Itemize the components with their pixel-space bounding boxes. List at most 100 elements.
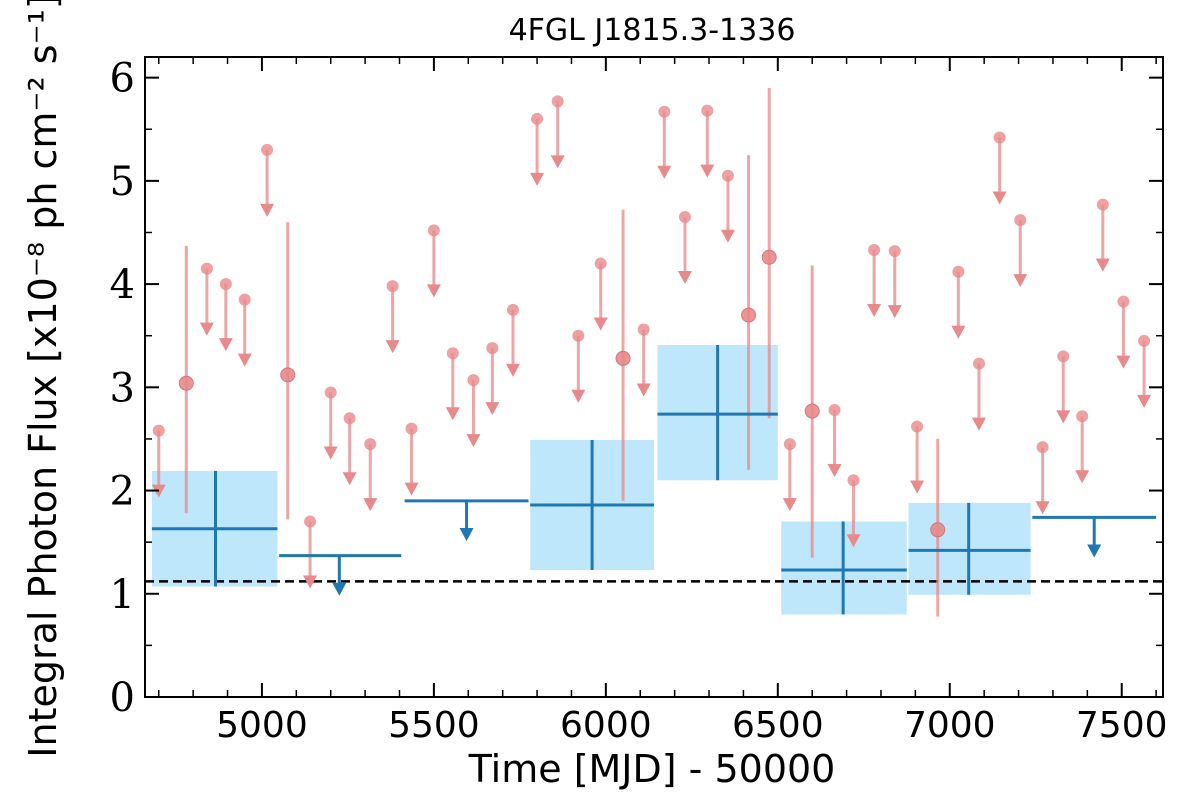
short-bin-upper-limit-point <box>911 420 924 433</box>
long-bin-upper-limit-arrow <box>332 582 347 596</box>
short-bin-upper-limit-arrow <box>426 284 441 298</box>
short-bin-detection-point <box>761 249 777 265</box>
short-bin-upper-limit-arrow <box>199 322 214 336</box>
short-bin-upper-limit-point <box>1117 295 1130 308</box>
short-bin-upper-limit-arrow <box>910 480 925 494</box>
short-bin-upper-limit-point <box>238 293 251 306</box>
short-bin-upper-limit-arrow <box>342 472 357 486</box>
short-bin-upper-limit-point <box>868 244 881 257</box>
short-bin-upper-limit-arrow <box>827 464 842 478</box>
short-bin-upper-limit-point <box>152 424 165 437</box>
short-bin-upper-limit-point <box>427 224 440 237</box>
short-bin-detection-point <box>615 350 631 366</box>
short-bin-detection-point <box>178 375 194 391</box>
short-bin-upper-limit-arrow <box>1137 394 1152 408</box>
short-bin-detection-point <box>280 367 296 383</box>
short-bin-upper-limit-point <box>952 265 965 278</box>
short-bin-upper-limit-arrow <box>1095 258 1110 272</box>
short-bin-upper-limit-arrow <box>636 383 651 397</box>
short-bin-upper-limit-point <box>446 347 459 360</box>
y-tick-label: 4 <box>110 262 135 308</box>
x-tick-label: 5000 <box>216 705 308 746</box>
short-bin-detection-point <box>741 307 757 323</box>
short-bin-upper-limit-point <box>572 329 585 342</box>
y-tick-label: 6 <box>110 56 135 102</box>
axes: 5000 5500 6000 6500 7000 7500 0 1 2 3 4 5 6 <box>110 56 1168 746</box>
short-bin-upper-limit-arrow <box>846 534 861 548</box>
short-bin-upper-limit-point <box>1076 410 1089 423</box>
x-tick-label: 5500 <box>388 705 480 746</box>
short-bin-upper-limit-arrow <box>260 203 275 217</box>
long-bin-upper-limit-arrow <box>1087 544 1102 558</box>
short-bin-upper-limit-arrow <box>1013 274 1028 288</box>
short-bin-upper-limit-point <box>847 474 860 487</box>
x-axis-label: Time [MJD] - 50000 <box>468 747 836 791</box>
short-bin-upper-limit-point <box>678 211 691 223</box>
short-bin-upper-limit-arrow <box>951 325 966 339</box>
short-bin-upper-limit-point <box>386 280 399 293</box>
short-bin-upper-limit-point <box>467 374 480 387</box>
y-tick-label: 3 <box>110 365 135 411</box>
short-bin-upper-limit-arrow <box>237 353 252 367</box>
short-bin-upper-limit-point <box>1138 334 1151 347</box>
short-bin-upper-limit-arrow <box>303 575 318 589</box>
short-bin-upper-limit-arrow <box>404 482 419 496</box>
short-bin-upper-limit-arrow <box>466 434 481 448</box>
short-bin-upper-limit-arrow <box>550 155 565 169</box>
short-bin-upper-limit-arrow <box>363 498 378 512</box>
short-bin-upper-limit-arrow <box>323 446 338 460</box>
short-bin-upper-limit-point <box>888 245 901 258</box>
short-bin-upper-limit-arrow <box>972 417 987 431</box>
short-bin-upper-limit-arrow <box>1075 470 1090 484</box>
x-tick-label: 6000 <box>560 705 652 746</box>
short-bin-upper-limit-point <box>721 169 734 182</box>
short-bin-upper-limit-point <box>783 438 796 451</box>
short-bin-upper-limit-point <box>364 438 377 451</box>
short-bin-upper-limit-point <box>200 262 213 275</box>
short-bin-upper-limit-arrow <box>1116 355 1131 369</box>
y-tick-label: 5 <box>110 159 135 205</box>
short-bin-upper-limit-arrow <box>887 305 902 319</box>
short-bin-upper-limit-point <box>343 412 356 425</box>
short-bin-upper-limit-point <box>594 257 607 270</box>
short-bin-upper-limit-point <box>828 404 841 417</box>
short-bin-upper-limit-arrow <box>218 338 233 352</box>
short-bin-upper-limit-arrow <box>571 389 586 403</box>
short-bin-upper-limit-point <box>1096 198 1109 211</box>
short-bin-upper-limit-arrow <box>700 164 715 178</box>
short-bin-detection-point <box>930 522 946 538</box>
y-tick-label: 1 <box>110 572 135 618</box>
short-bin-upper-limit-arrow <box>485 402 500 416</box>
short-bin-upper-limit-point <box>1036 441 1049 454</box>
short-bin-upper-limit-point <box>1014 214 1027 227</box>
plot-area <box>145 87 1163 617</box>
short-bin-upper-limit-point <box>219 278 232 291</box>
short-bin-upper-limit-arrow <box>1035 501 1050 515</box>
short-bin-upper-limit-arrow <box>657 165 672 179</box>
short-bin-upper-limit-arrow <box>782 498 797 512</box>
short-bin-upper-limit-point <box>551 95 564 108</box>
plot-frame <box>144 56 1164 698</box>
x-tick-label: 7500 <box>1076 705 1168 746</box>
short-bin-upper-limit-arrow <box>385 340 400 354</box>
short-bin-upper-limit-point <box>506 303 519 316</box>
short-bin-upper-limit-arrow <box>867 304 882 318</box>
short-bin-upper-limit-arrow <box>530 172 545 186</box>
short-bin-upper-limit-point <box>531 112 544 125</box>
chart-title: 4FGL J1815.3-1336 <box>509 13 796 48</box>
x-tick-label: 7000 <box>904 705 996 746</box>
short-bin-upper-limit-point <box>261 143 274 156</box>
short-bin-upper-limit-arrow <box>445 407 460 421</box>
short-bin-upper-limit-point <box>1057 350 1070 363</box>
short-bin-upper-limit-point <box>973 357 986 370</box>
short-bin-upper-limit-point <box>405 422 418 435</box>
x-tick-label: 6500 <box>732 705 824 746</box>
short-bin-upper-limit-arrow <box>720 229 735 243</box>
short-bin-upper-limit-point <box>637 323 650 336</box>
y-axis-label: Integral Photon Flux [x10⁻⁸ ph cm⁻² s⁻¹] <box>21 0 65 758</box>
short-bin-upper-limit-point <box>486 342 499 355</box>
y-tick-label: 2 <box>110 469 135 515</box>
short-bin-upper-limit-point <box>324 386 337 399</box>
short-bin-upper-limit-arrow <box>505 363 520 377</box>
